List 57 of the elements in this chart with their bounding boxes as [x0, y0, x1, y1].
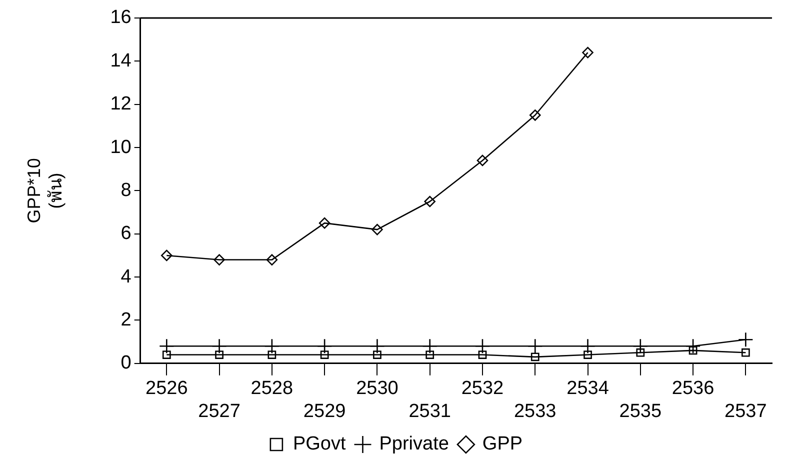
x-tick-label: 2529	[303, 400, 346, 422]
point	[426, 350, 434, 359]
point	[422, 338, 438, 354]
x-tick-label: 2528	[250, 378, 294, 400]
point	[636, 348, 645, 357]
point	[318, 217, 330, 229]
x-tick-label: 2531	[408, 400, 451, 422]
point	[685, 338, 701, 354]
legend-label: GPP	[482, 434, 523, 455]
point	[316, 338, 332, 354]
x-tick-label: 2535	[619, 400, 662, 422]
x-tick-label: 2527	[198, 400, 240, 422]
legend-label: Pprivate	[379, 434, 449, 455]
point	[212, 338, 227, 354]
point	[632, 338, 648, 354]
y-tick-label: 6	[120, 223, 132, 244]
point	[580, 338, 596, 354]
y-axis-title: GPP*10 (พัน)	[24, 158, 66, 224]
point	[529, 109, 541, 121]
point	[582, 46, 594, 58]
x-tick-label: 2530	[356, 378, 398, 400]
y-tick-label: 12	[110, 94, 132, 115]
point	[370, 338, 385, 354]
point	[741, 348, 750, 357]
y-tick-label: 4	[120, 266, 132, 288]
point	[478, 350, 487, 359]
x-tick-label: 2526	[146, 378, 188, 400]
y-tick-label: 16	[110, 7, 132, 28]
legend-label: PGovt	[292, 434, 346, 455]
point	[161, 250, 172, 262]
point	[268, 350, 276, 359]
point	[373, 350, 382, 359]
point	[474, 338, 490, 354]
point	[688, 346, 698, 355]
y-tick-label: 0	[120, 352, 132, 374]
y-tick-label: 14	[110, 50, 132, 72]
point	[162, 350, 171, 359]
point	[215, 350, 224, 359]
point	[738, 332, 754, 348]
point	[530, 352, 540, 362]
point	[320, 350, 329, 359]
x-tick-label: 2533	[514, 400, 556, 422]
x-tick-label: 2532	[461, 378, 504, 400]
point	[372, 224, 383, 236]
y-tick-label: 10	[110, 136, 132, 158]
x-tick-label: 2536	[672, 378, 714, 400]
y-tick-label: 2	[120, 309, 132, 330]
point	[527, 338, 543, 354]
point	[266, 254, 278, 266]
y-tick-label: 8	[120, 180, 132, 201]
x-tick-label: 2534	[566, 378, 610, 400]
point	[424, 196, 436, 208]
point	[584, 350, 592, 359]
x-tick-label: 2537	[724, 400, 767, 422]
point	[264, 338, 280, 354]
point	[476, 154, 488, 166]
point	[214, 254, 225, 266]
